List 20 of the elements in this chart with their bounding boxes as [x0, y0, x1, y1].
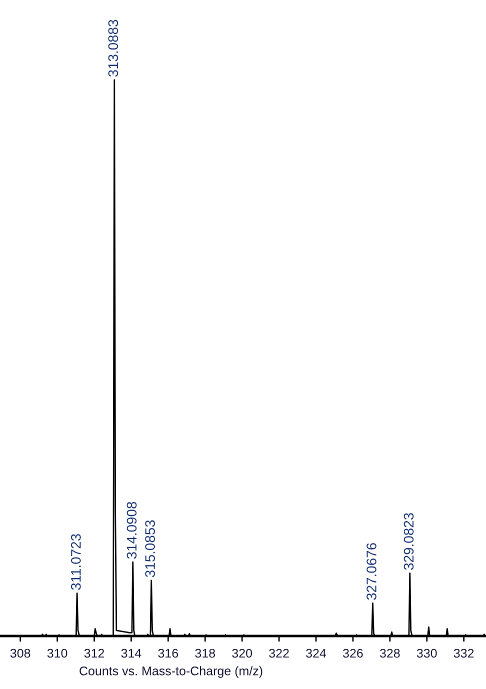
x-tick-label: 318: [195, 648, 216, 658]
x-axis-title: Counts vs. Mass-to-Charge (m/z): [80, 666, 262, 678]
annotation: 315.0853: [145, 520, 155, 578]
annotation: 311.0723: [70, 534, 81, 590]
x-tick-label: 326: [343, 648, 363, 658]
x-tick-label: 312: [84, 648, 104, 658]
annotation: 329.0823: [404, 513, 414, 570]
x-tick-label: 316: [158, 648, 178, 658]
x-tick-label: 324: [306, 648, 326, 658]
x-tick-label: 330: [416, 648, 437, 658]
x-tick-label: 310: [47, 648, 68, 658]
annotation: 327.0676: [366, 543, 376, 600]
x-tick-label: 308: [10, 648, 30, 658]
x-tick-label: 322: [269, 648, 289, 658]
annotation: 313.0883: [108, 20, 118, 77]
x-tick-label: 328: [380, 648, 400, 658]
x-tick-label: 332: [454, 648, 474, 658]
x-tick-label: 314: [121, 648, 142, 658]
x-tick-label: 320: [232, 648, 252, 658]
annotation: 314.0908: [126, 502, 137, 559]
